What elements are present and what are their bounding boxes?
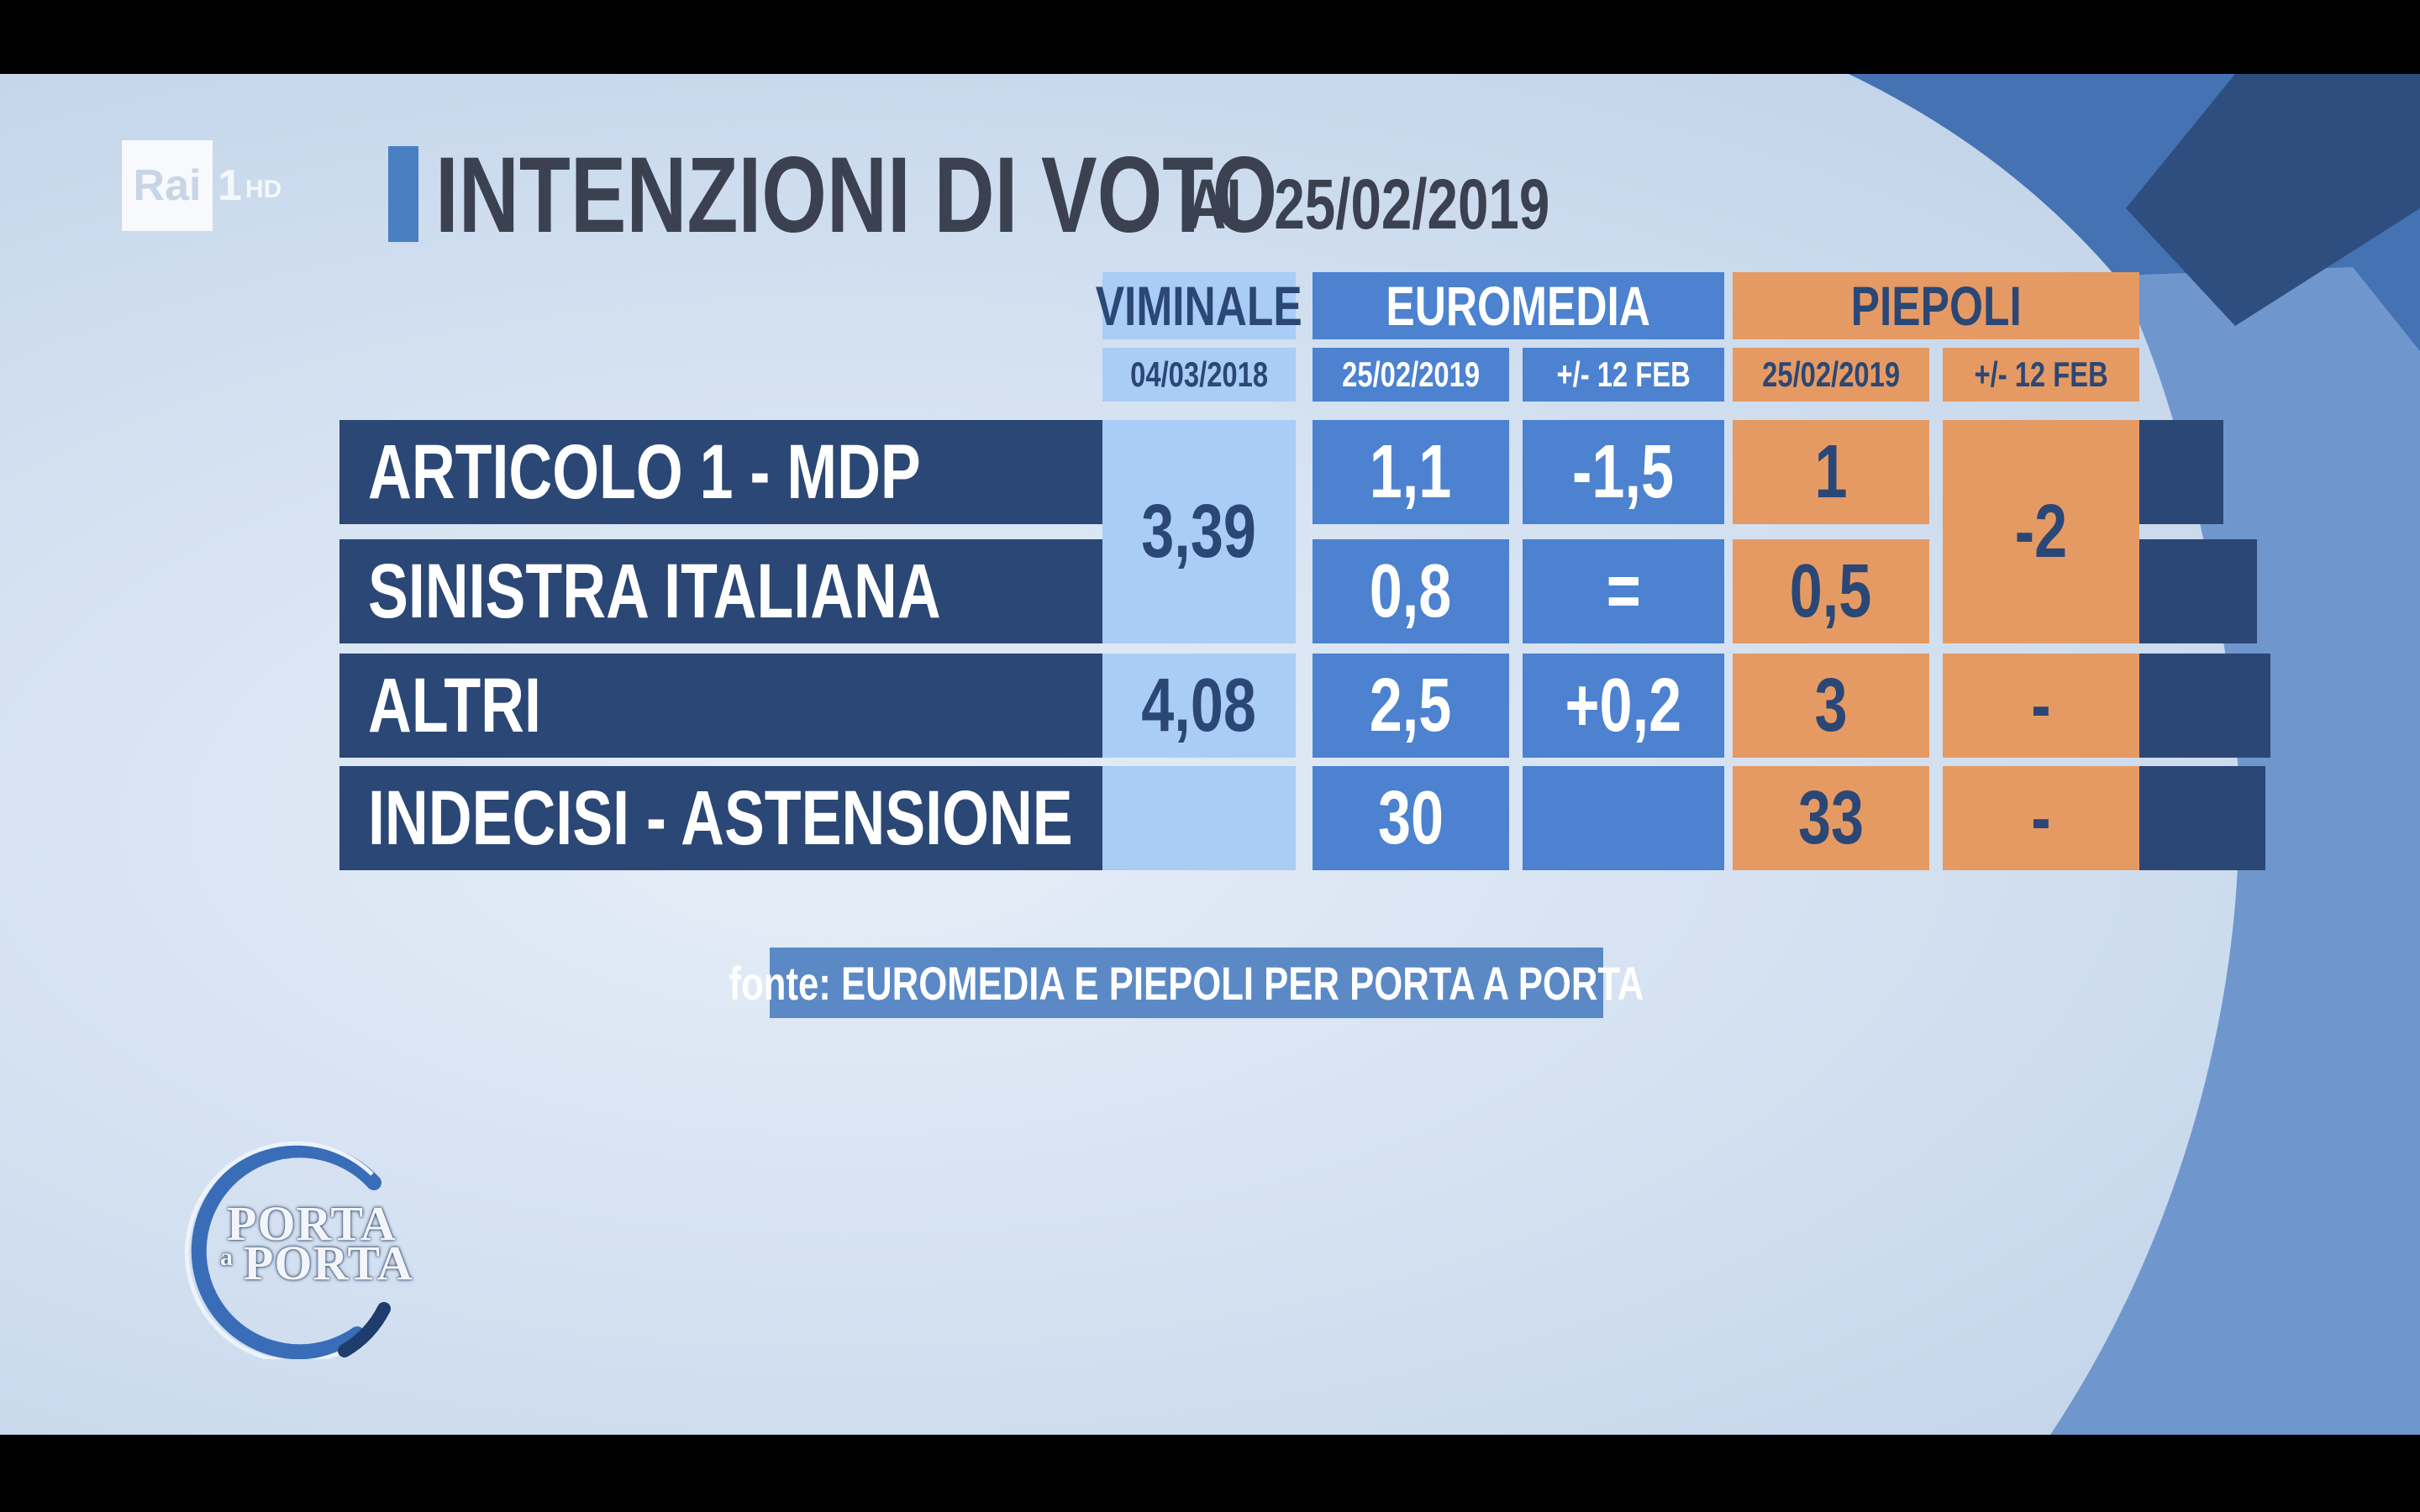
header-viminale: VIMINALE — [1096, 272, 1302, 339]
rai-logo-text: Rai — [133, 161, 202, 210]
show-logo-line1: PORTA — [227, 1196, 397, 1251]
subheader-euromedia-delta: +/- 12 FEB — [1523, 348, 1724, 402]
row-label-indecisi: INDECISI - ASTENSIONE — [339, 766, 1102, 870]
header-viminale-text: VIMINALE — [1096, 275, 1302, 337]
cell-viminale-altri: 4,08 — [1102, 654, 1296, 758]
cell-euromedia-altri: 2,5 — [1313, 654, 1509, 758]
cell-piepoli-delta-indecisi-text: - — [2031, 775, 2051, 860]
cell-euromedia-indecisi: 30 — [1313, 766, 1509, 870]
source-note-text: fonte: EUROMEDIA E PIEPOLI PER PORTA A P… — [729, 956, 1644, 1010]
row-label-articolo1: ARTICOLO 1 - MDP — [339, 420, 1102, 524]
cell-viminale-merged-text: 3,39 — [1141, 489, 1257, 574]
cell-euromedia-delta-articolo1-text: -1,5 — [1572, 429, 1675, 514]
cell-viminale-indecisi — [1102, 766, 1296, 870]
cell-viminale-merged: 3,39 — [1102, 420, 1296, 643]
row-label-sinistra-text: SINISTRA ITALIANA — [368, 548, 941, 634]
subheader-viminale-date: 04/03/2018 — [1102, 348, 1296, 402]
row-band-2 — [2139, 539, 2257, 643]
background-decoration — [1849, 74, 2420, 1435]
subheader-piepoli-date-text: 25/02/2019 — [1762, 354, 1900, 394]
row-band-4 — [2139, 766, 2265, 870]
page-title: INTENZIONI DI VOTO — [435, 133, 1515, 259]
title-accent-bar — [388, 146, 418, 242]
cell-piepoli-delta-merged: -2 — [1943, 420, 2139, 643]
page-subtitle: AL 25/02/2019 — [1186, 162, 1652, 246]
cell-piepoli-delta-merged-text: -2 — [2014, 489, 2068, 574]
subheader-euromedia-date: 25/02/2019 — [1313, 348, 1509, 402]
cell-piepoli-indecisi: 33 — [1733, 766, 1929, 870]
subheader-euromedia-delta-text: +/- 12 FEB — [1556, 354, 1691, 394]
cell-piepoli-delta-altri: - — [1943, 654, 2139, 758]
cell-euromedia-altri-text: 2,5 — [1370, 663, 1452, 748]
subheader-piepoli-delta: +/- 12 FEB — [1943, 348, 2139, 402]
cell-euromedia-delta-sinistra: = — [1523, 539, 1724, 643]
cell-euromedia-articolo1-text: 1,1 — [1370, 429, 1452, 514]
rai-logo-box: Rai — [122, 140, 213, 231]
subheader-piepoli-date: 25/02/2019 — [1733, 348, 1929, 402]
cell-euromedia-delta-altri: +0,2 — [1523, 654, 1724, 758]
row-label-sinistra: SINISTRA ITALIANA — [339, 539, 1102, 643]
row-band-3 — [2139, 654, 2270, 758]
cell-euromedia-delta-indecisi — [1523, 766, 1724, 870]
cell-piepoli-sinistra: 0,5 — [1733, 539, 1929, 643]
cell-piepoli-articolo1: 1 — [1733, 420, 1929, 524]
cell-piepoli-articolo1-text: 1 — [1814, 429, 1848, 514]
row-band-1 — [2139, 420, 2223, 524]
cell-euromedia-delta-sinistra-text: = — [1606, 549, 1641, 633]
cell-euromedia-sinistra: 0,8 — [1313, 539, 1509, 643]
show-logo-line2: PORTA — [244, 1236, 413, 1290]
cell-piepoli-altri: 3 — [1733, 654, 1929, 758]
cell-euromedia-delta-altri-text: +0,2 — [1565, 663, 1682, 748]
subheader-viminale-date-text: 04/03/2018 — [1130, 354, 1268, 394]
subheader-piepoli-delta-text: +/- 12 FEB — [1974, 354, 2108, 394]
cell-piepoli-sinistra-text: 0,5 — [1790, 549, 1872, 633]
header-piepoli: PIEPOLI — [1733, 272, 2139, 339]
subheader-euromedia-date-text: 25/02/2019 — [1342, 354, 1480, 394]
cell-euromedia-delta-articolo1: -1,5 — [1523, 420, 1724, 524]
source-note: fonte: EUROMEDIA E PIEPOLI PER PORTA A P… — [729, 948, 1644, 1018]
channel-logo: Rai 1 HD — [122, 139, 281, 232]
page-subtitle-text: AL 25/02/2019 — [1186, 165, 1550, 244]
cell-euromedia-articolo1: 1,1 — [1313, 420, 1509, 524]
header-piepoli-text: PIEPOLI — [1850, 275, 2022, 337]
header-euromedia-text: EUROMEDIA — [1386, 275, 1651, 337]
show-logo-connector: a — [220, 1243, 234, 1271]
row-label-altri-text: ALTRI — [368, 662, 541, 748]
cell-piepoli-altri-text: 3 — [1814, 663, 1848, 748]
channel-number: 1 — [218, 161, 242, 210]
show-logo-ring-icon — [184, 1141, 391, 1359]
row-label-indecisi-text: INDECISI - ASTENSIONE — [368, 774, 1073, 861]
cell-viminale-altri-text: 4,08 — [1141, 663, 1257, 748]
cell-euromedia-indecisi-text: 30 — [1377, 775, 1444, 860]
channel-quality: HD — [245, 176, 282, 203]
cell-piepoli-delta-altri-text: - — [2031, 663, 2051, 748]
broadcast-screen: Rai 1 HD INTENZIONI DI VOTO AL 25/02/201… — [0, 74, 2420, 1435]
page-title-text: INTENZIONI DI VOTO — [435, 135, 1278, 255]
show-logo — [164, 1141, 433, 1359]
row-label-altri: ALTRI — [339, 654, 1102, 758]
header-euromedia: EUROMEDIA — [1313, 272, 1724, 339]
cell-euromedia-sinistra-text: 0,8 — [1370, 549, 1452, 633]
cell-piepoli-indecisi-text: 33 — [1797, 775, 1865, 860]
cell-piepoli-delta-indecisi: - — [1943, 766, 2139, 870]
row-label-articolo1-text: ARTICOLO 1 - MDP — [368, 428, 921, 515]
